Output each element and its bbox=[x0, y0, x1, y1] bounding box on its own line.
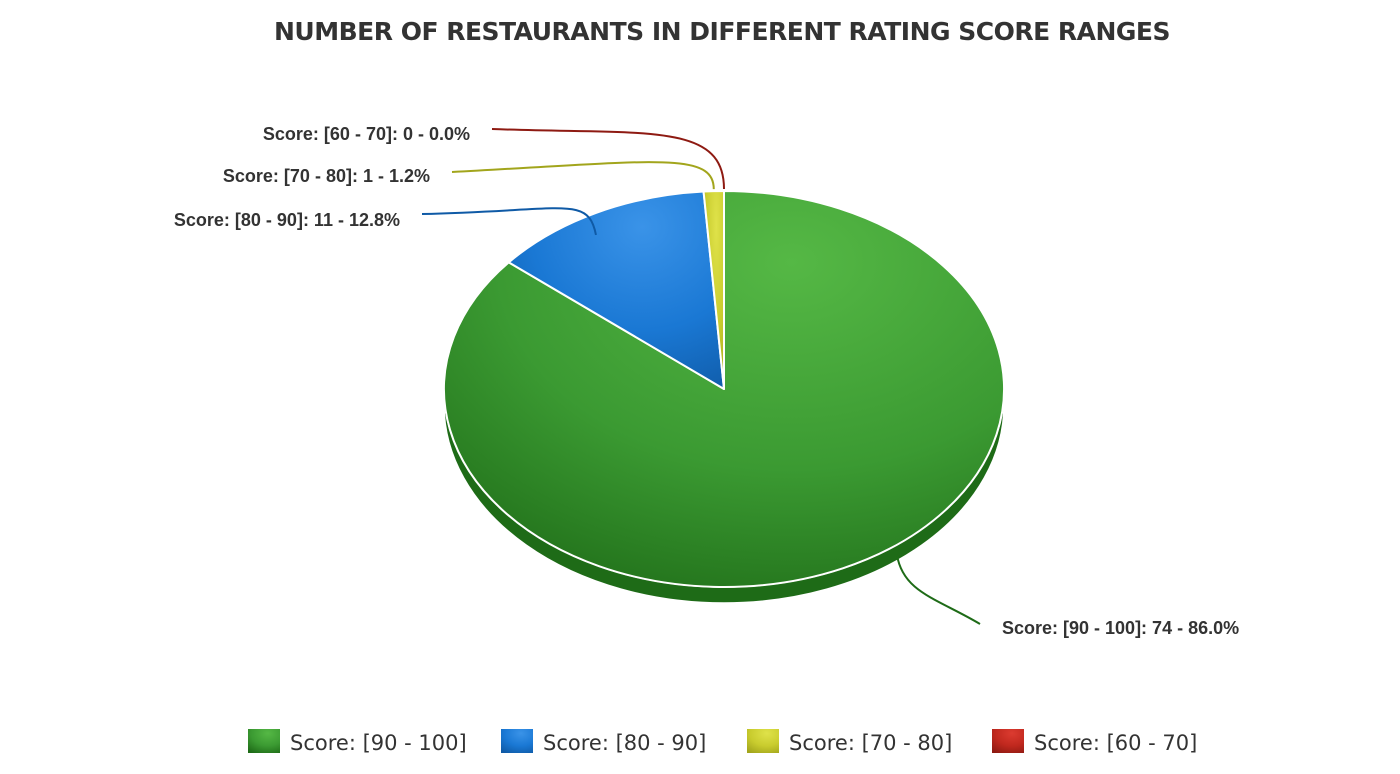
legend-label: Score: [70 - 80] bbox=[789, 731, 952, 755]
legend-label: Score: [60 - 70] bbox=[1034, 731, 1197, 755]
legend-item-score-60-70[interactable]: Score: [60 - 70] bbox=[992, 729, 1197, 755]
chart-title: NUMBER OF RESTAURANTS IN DIFFERENT RATIN… bbox=[274, 17, 1170, 46]
legend-item-score-70-80[interactable]: Score: [70 - 80] bbox=[747, 729, 952, 755]
leader-line-score-60-70 bbox=[491, 128, 725, 190]
data-label-score-70-80: Score: [70 - 80]: 1 - 1.2% bbox=[223, 166, 430, 186]
legend-item-score-90-100[interactable]: Score: [90 - 100] bbox=[248, 729, 467, 755]
pie-slice-score-90-100[interactable] bbox=[443, 190, 1005, 588]
legend-label: Score: [90 - 100] bbox=[290, 731, 467, 755]
leader-line-score-90-100 bbox=[895, 554, 981, 625]
legend-item-score-80-90[interactable]: Score: [80 - 90] bbox=[501, 729, 706, 755]
data-label-score-90-100: Score: [90 - 100]: 74 - 86.0% bbox=[1002, 618, 1239, 638]
legend-swatch bbox=[501, 729, 533, 753]
pie-slice-score-70-80[interactable] bbox=[702, 190, 725, 390]
data-label-score-60-70: Score: [60 - 70]: 0 - 0.0% bbox=[263, 124, 470, 144]
leader-line-score-70-80 bbox=[451, 161, 715, 190]
leader-lines bbox=[421, 128, 981, 625]
pie-slices bbox=[443, 190, 1005, 588]
data-label-score-80-90: Score: [80 - 90]: 11 - 12.8% bbox=[174, 210, 400, 230]
legend-swatch bbox=[248, 729, 280, 753]
legend-label: Score: [80 - 90] bbox=[543, 731, 706, 755]
legend: Score: [90 - 100] Score: [80 - 90] Score: … bbox=[248, 729, 1197, 755]
legend-swatch bbox=[992, 729, 1024, 753]
leader-line-score-80-90 bbox=[421, 207, 597, 236]
data-labels: Score: [90 - 100]: 74 - 86.0% Score: [80 … bbox=[174, 124, 1239, 638]
legend-swatch bbox=[747, 729, 779, 753]
pie-slice-score-80-90[interactable] bbox=[507, 190, 725, 390]
